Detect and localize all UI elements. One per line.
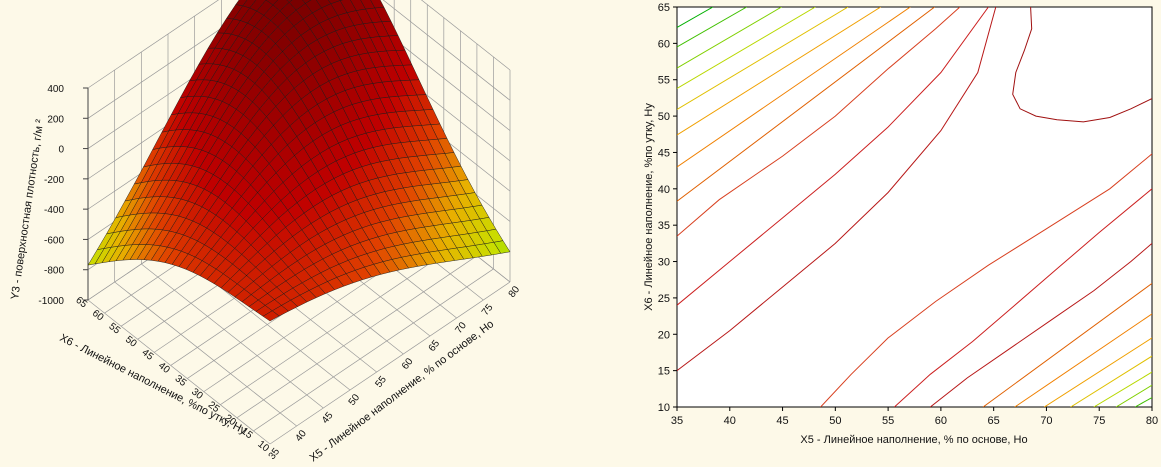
y-tick-label: 45	[658, 147, 670, 159]
x-tick-label: 45	[776, 415, 788, 427]
y-tick-label: 60	[90, 308, 106, 324]
contour-line	[1014, 313, 1152, 407]
contour-y-ticks: 10 15 20 25 30 35 40 45 50 55 60 65	[658, 2, 677, 414]
y-tick-label: 30	[658, 257, 670, 269]
x-tick-label: 65	[427, 338, 443, 354]
y-tick-label: 35	[658, 220, 670, 232]
contour-chart: 35 40 45 50 55 60 65 70 75 80 10 15 20 25 30 35 40 45 50 5…	[643, 2, 1158, 446]
z-tick-label: 400	[47, 84, 64, 95]
y-tick-label: 50	[658, 111, 670, 123]
wall-grid-line	[382, 0, 511, 101]
x-tick-label: 75	[1093, 415, 1105, 427]
z-tick-label: -1000	[38, 296, 64, 307]
x-tick-label: 60	[935, 415, 947, 427]
wall-grid-line	[420, 0, 511, 71]
peak-contour-line	[1012, 7, 1152, 123]
x-tick-label: 40	[724, 415, 736, 427]
x-tick-label: 35	[671, 415, 683, 427]
surface-cell	[262, 310, 280, 322]
surface-mesh	[87, 0, 511, 322]
floor-grid-line	[253, 268, 494, 432]
wall-grid-line	[87, 0, 219, 89]
y-tick-label: 55	[658, 75, 670, 87]
x-tick-label: 55	[882, 415, 894, 427]
contour-line	[982, 282, 1152, 407]
y-tick-label: 35	[173, 373, 189, 389]
contour-line	[1044, 337, 1152, 407]
z-tick-label: 0	[58, 145, 64, 156]
contour-line	[1093, 371, 1152, 407]
surface-cell	[286, 0, 293, 3]
contour-y-label: X6 - Линейное наполнение, %по утку, Hу	[643, 103, 655, 311]
z-tick-label: -400	[44, 205, 64, 216]
y-tick-label: 50	[123, 334, 139, 350]
y-tick-label: 65	[73, 295, 89, 311]
z-tick-label: -800	[44, 266, 64, 277]
contour-line	[677, 7, 782, 69]
contour-x-label: X5 - Линейное наполнение, % по основе, H…	[800, 434, 1027, 446]
z-tick-label: 200	[47, 114, 64, 125]
contour-line	[1070, 355, 1152, 407]
floor-grid-line	[87, 299, 271, 445]
x-tick-label: 35	[267, 446, 283, 462]
x-tick-label: 55	[373, 374, 389, 390]
z-axis-ticks: 400 200 0 -200 -400 -600 -800 -1000	[38, 84, 88, 307]
y-tick-label: 40	[658, 184, 670, 196]
floor-grid-line	[220, 242, 461, 406]
x-tick-label: 75	[480, 302, 496, 318]
contour-plot-area	[676, 6, 1153, 408]
x-tick-label: 50	[829, 415, 841, 427]
contour-line	[677, 7, 935, 202]
contour-line	[820, 153, 1152, 407]
surface-z-label: Y3 - поверхностная плотность, г/м ²	[9, 118, 46, 300]
contour-line	[677, 7, 989, 306]
contour-line	[929, 243, 1152, 407]
x-tick-label: 70	[1040, 415, 1052, 427]
surface-y-label: X6 - Линейное наполнение, %по утку, Hу	[58, 332, 249, 437]
x-tick-label: 50	[347, 392, 363, 408]
contour-line	[677, 7, 881, 136]
x-axis-ticks: 35 40 45 50 55 60 65 70 75 80	[267, 284, 523, 462]
contour-line	[677, 7, 816, 89]
x-tick-label: 80	[507, 284, 523, 300]
contour-line	[677, 7, 849, 110]
y-tick-label: 20	[658, 329, 670, 341]
contour-line	[894, 188, 1152, 407]
wall-grid-line	[87, 0, 264, 119]
floor-grid-line	[141, 263, 324, 409]
contour-x-ticks: 35 40 45 50 55 60 65 70 75 80	[671, 407, 1158, 427]
y-tick-label: 45	[140, 347, 156, 363]
z-tick-label: -600	[44, 235, 64, 246]
y-tick-label: 25	[658, 293, 670, 305]
floor-grid-line	[236, 255, 478, 419]
contour-lines	[677, 7, 1152, 407]
z-tick-label: -200	[44, 175, 64, 186]
y-tick-label: 40	[156, 360, 172, 376]
x-tick-label: 60	[400, 356, 416, 372]
y-tick-label: 15	[658, 366, 670, 378]
contour-line	[677, 7, 714, 28]
x-tick-label: 70	[453, 320, 469, 336]
contour-line	[1134, 397, 1152, 407]
y-tick-label: 65	[658, 2, 670, 14]
contour-line	[1115, 384, 1152, 407]
x-tick-label: 65	[988, 415, 1000, 427]
y-tick-label: 55	[106, 321, 122, 337]
x-tick-label: 40	[293, 428, 309, 444]
x-tick-label: 80	[1146, 415, 1158, 427]
x-tick-label: 45	[320, 410, 336, 426]
contour-line	[677, 7, 747, 48]
contour-line	[677, 7, 961, 237]
contour-line	[677, 7, 911, 168]
y-tick-label: 60	[658, 38, 670, 50]
floor-grid-line	[114, 281, 297, 427]
y-tick-label: 10	[658, 402, 670, 414]
contour-line	[677, 7, 997, 371]
surface-cell	[302, 0, 312, 4]
floor-grid-line	[269, 281, 511, 445]
